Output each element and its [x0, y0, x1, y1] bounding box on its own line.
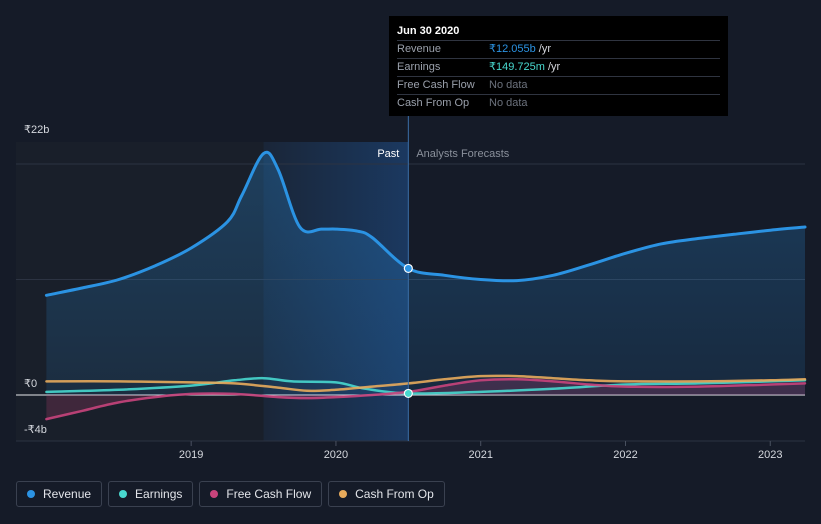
legend-item-earnings[interactable]: Earnings — [108, 481, 194, 507]
revenue-dot-icon — [27, 490, 35, 498]
tooltip-date: Jun 30 2020 — [397, 25, 460, 37]
tooltip-label: Cash From Op — [397, 97, 470, 109]
x-tick-label: 2022 — [613, 449, 637, 461]
free-cash-flow-area — [46, 379, 805, 420]
earnings-dot-icon — [119, 490, 128, 498]
cash-from-op-dot-icon — [339, 490, 348, 498]
y-tick-label: -₹4b — [24, 424, 47, 436]
tooltip-value: ₹12.055b — [489, 43, 536, 55]
tooltip-row-free-cash-flow: Free Cash Flow No data — [397, 76, 720, 94]
tooltip-unit: /yr — [538, 43, 551, 55]
tooltip-value: No data — [489, 97, 528, 109]
y-tick-label: ₹0 — [24, 378, 37, 390]
legend: Revenue Earnings Free Cash Flow Cash Fro… — [16, 481, 445, 509]
legend-label: Free Cash Flow — [226, 487, 312, 501]
legend-item-revenue[interactable]: Revenue — [16, 481, 103, 507]
legend-item-free-cash-flow[interactable]: Free Cash Flow — [199, 481, 323, 507]
tooltip-row-revenue: Revenue ₹12.055b /yr — [397, 40, 720, 58]
legend-item-cash-from-op[interactable]: Cash From Op — [328, 481, 445, 507]
free-cash-flow-dot-icon — [210, 490, 219, 498]
tooltip-label: Revenue — [397, 43, 442, 55]
tooltip-value: No data — [489, 79, 528, 91]
y-tick-label: ₹22b — [24, 124, 49, 136]
legend-label: Revenue — [43, 487, 92, 501]
x-tick-label: 2023 — [758, 449, 782, 461]
free-cash-flow-line — [45, 377, 807, 421]
tooltip-row-cash-from-op: Cash From Op No data — [397, 94, 720, 112]
tooltip-row-earnings: Earnings ₹149.725m /yr — [397, 58, 720, 76]
legend-label: Cash From Op — [355, 487, 434, 501]
past-label: Past — [377, 148, 399, 160]
x-tick-label: 2021 — [468, 449, 492, 461]
tooltip-label: Earnings — [397, 61, 441, 73]
earnings-marker — [403, 388, 413, 399]
cash-from-op-line — [45, 374, 807, 393]
x-tick-label: 2020 — [324, 449, 348, 461]
revenue-line — [44, 150, 807, 297]
tooltip-label: Free Cash Flow — [397, 79, 475, 91]
tooltip: Jun 30 2020 Revenue ₹12.055b /yr Earning… — [389, 16, 728, 116]
tooltip-value: ₹149.725m — [489, 61, 545, 73]
revenue-marker — [403, 263, 413, 274]
earnings-line — [45, 376, 807, 395]
x-tick-label: 2019 — [179, 449, 203, 461]
forecast-label: Analysts Forecasts — [416, 148, 509, 160]
tooltip-unit: /yr — [547, 61, 561, 73]
legend-label: Earnings — [135, 487, 183, 501]
